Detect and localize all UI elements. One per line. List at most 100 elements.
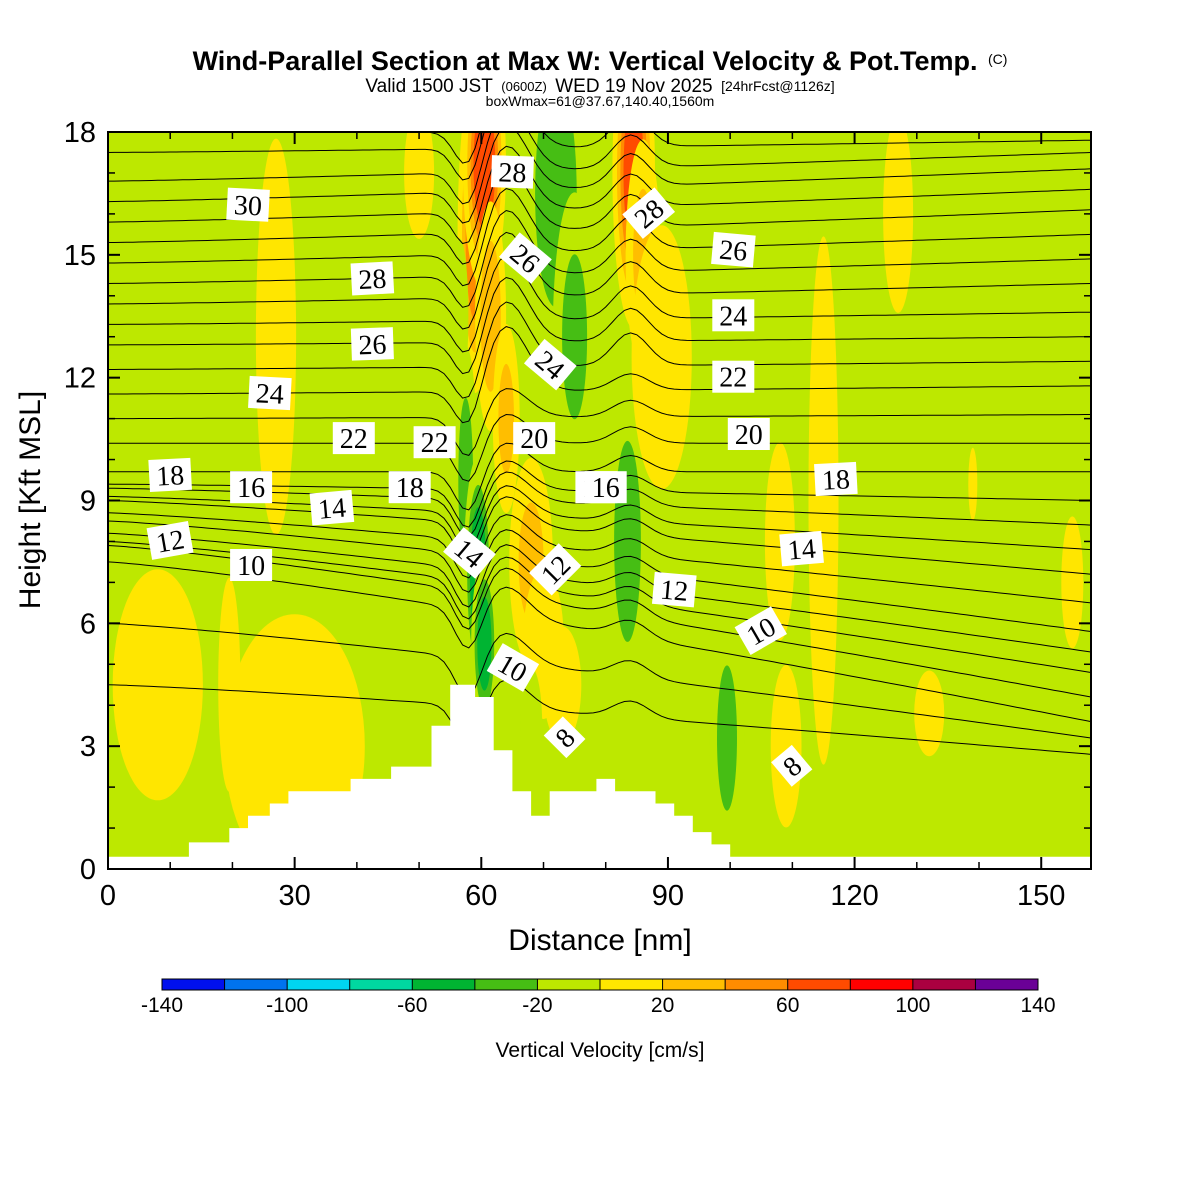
valid-time-line: Valid 1500 JST (0600Z) WED 19 Nov 2025 […	[365, 76, 834, 97]
colorbar-tick-label: 100	[895, 994, 930, 1017]
contour-label-text: 18	[155, 460, 185, 492]
x-tick-label: 90	[652, 880, 684, 912]
contour-label-22: 26	[711, 231, 756, 268]
y-tick-label: 3	[80, 731, 96, 763]
theta-contour-27	[108, 188, 1091, 287]
contour-label-box	[443, 527, 496, 579]
colorbar-tick-label: -140	[141, 994, 183, 1017]
box-info: boxWmax=61@37.67,140.40,1560m	[486, 93, 715, 109]
colorbar-label: Vertical Velocity [cm/s]	[496, 1039, 705, 1062]
valid-time: Valid 1500 JST	[365, 76, 493, 97]
colorbar-swatch	[912, 979, 976, 990]
contour-label-box	[712, 299, 755, 332]
contour-label-27: 16	[584, 471, 627, 504]
colorbar-tick-label: -100	[266, 994, 308, 1017]
w-cell-22	[255, 138, 297, 535]
theta-contour-23	[108, 276, 1091, 375]
contour-label-text: 22	[719, 363, 747, 394]
theta-contour-12	[108, 520, 1091, 632]
contour-label-text: 22	[340, 424, 368, 455]
contour-label-box	[309, 489, 355, 526]
colorbar-tick-label: 140	[1020, 994, 1055, 1017]
chart-title: Wind-Parallel Section at Max W: Vertical…	[193, 46, 978, 76]
theta-contour-31	[108, 132, 1091, 205]
theta-contour-28	[108, 166, 1091, 265]
valid-time-utc: (0600Z)	[501, 79, 547, 94]
theta-contour-13	[108, 512, 1091, 604]
contour-label-text: 20	[735, 420, 763, 451]
theta-contour-24	[108, 255, 1091, 353]
contour-label-box	[513, 422, 556, 455]
colorbar-swatch	[662, 979, 726, 990]
contour-label-box	[486, 643, 540, 692]
contour-label-text: 16	[592, 473, 620, 504]
contour-label-box	[622, 187, 676, 239]
contour-label-19: 10	[486, 643, 540, 692]
contour-label-text: 10	[237, 551, 265, 582]
contour-label-text: 26	[358, 329, 387, 361]
w-cell-10	[562, 254, 588, 420]
theta-contour-22	[108, 301, 1091, 399]
theta-contour-7	[108, 622, 1091, 739]
theta-contour-20	[108, 388, 1091, 456]
contour-label-text: 16	[237, 473, 265, 504]
theta-contour-6	[108, 679, 1091, 755]
contour-label-26: 18	[814, 461, 858, 497]
contour-label-text: 22	[421, 428, 449, 459]
contour-label-box	[711, 231, 756, 268]
w-cell-2	[480, 240, 501, 392]
w-cell-23	[112, 569, 203, 801]
colorbar-swatch	[787, 979, 851, 990]
w-cell-30	[968, 447, 978, 521]
contour-label-box	[388, 471, 431, 504]
y-tick-label: 9	[80, 486, 96, 518]
theta-contour-30	[108, 132, 1091, 224]
contour-label-text: 12	[659, 574, 690, 607]
colorbar-tick-label: -60	[397, 994, 427, 1017]
plot-area	[108, 132, 1091, 869]
colorbar-swatch	[537, 979, 601, 990]
contour-label-12: 28	[490, 155, 534, 189]
y-tick-label: 18	[64, 117, 96, 149]
y-tick-label: 6	[80, 608, 96, 640]
contour-label-15: 20	[513, 422, 556, 455]
contour-label-box	[712, 360, 755, 393]
colorbar-swatch	[600, 979, 664, 990]
colorbar-swatch	[349, 979, 413, 990]
contour-label-text: 14	[786, 533, 817, 566]
contour-label-17: 14	[443, 527, 496, 579]
contour-label-10: 12	[146, 521, 194, 560]
y-tick-label: 15	[64, 240, 96, 272]
contour-label-6: 18	[148, 457, 192, 493]
contour-label-box	[814, 461, 858, 497]
forecast-tag: [24hrFcst@1126z]	[721, 78, 835, 94]
contour-label-text: 18	[821, 464, 851, 496]
contour-label-5: 22	[413, 426, 456, 459]
axes: 0 30 60 90 120 150 0 3 6 9 12 15 18	[64, 117, 1091, 912]
x-tick-label: 0	[100, 880, 116, 912]
w-cell-6	[543, 626, 582, 744]
contour-label-box	[734, 606, 787, 655]
contour-label-3: 24	[248, 375, 292, 411]
contour-label-29: 12	[651, 571, 697, 608]
contour-label-text: 24	[719, 301, 747, 332]
x-tick-label: 60	[465, 880, 497, 912]
w-cell-28	[914, 670, 945, 757]
x-tick-label: 120	[830, 880, 878, 912]
theta-contour-29	[108, 145, 1091, 245]
contour-label-box	[529, 543, 582, 596]
colorbar-swatch	[850, 979, 914, 990]
contour-label-box	[230, 471, 273, 504]
w-cell-21	[770, 664, 802, 828]
contour-label-box	[727, 418, 770, 450]
contour-label-text: 26	[718, 235, 749, 268]
y-axis-label: Height [Kft MSL]	[14, 391, 47, 609]
contour-label-box	[148, 457, 192, 492]
contour-label-box	[413, 426, 456, 459]
contour-label-text: 12	[154, 524, 187, 559]
w-cell-19	[520, 667, 543, 785]
contour-label-25: 20	[727, 418, 770, 451]
colorbar-swatch	[725, 979, 789, 990]
contour-label-box	[490, 155, 534, 189]
